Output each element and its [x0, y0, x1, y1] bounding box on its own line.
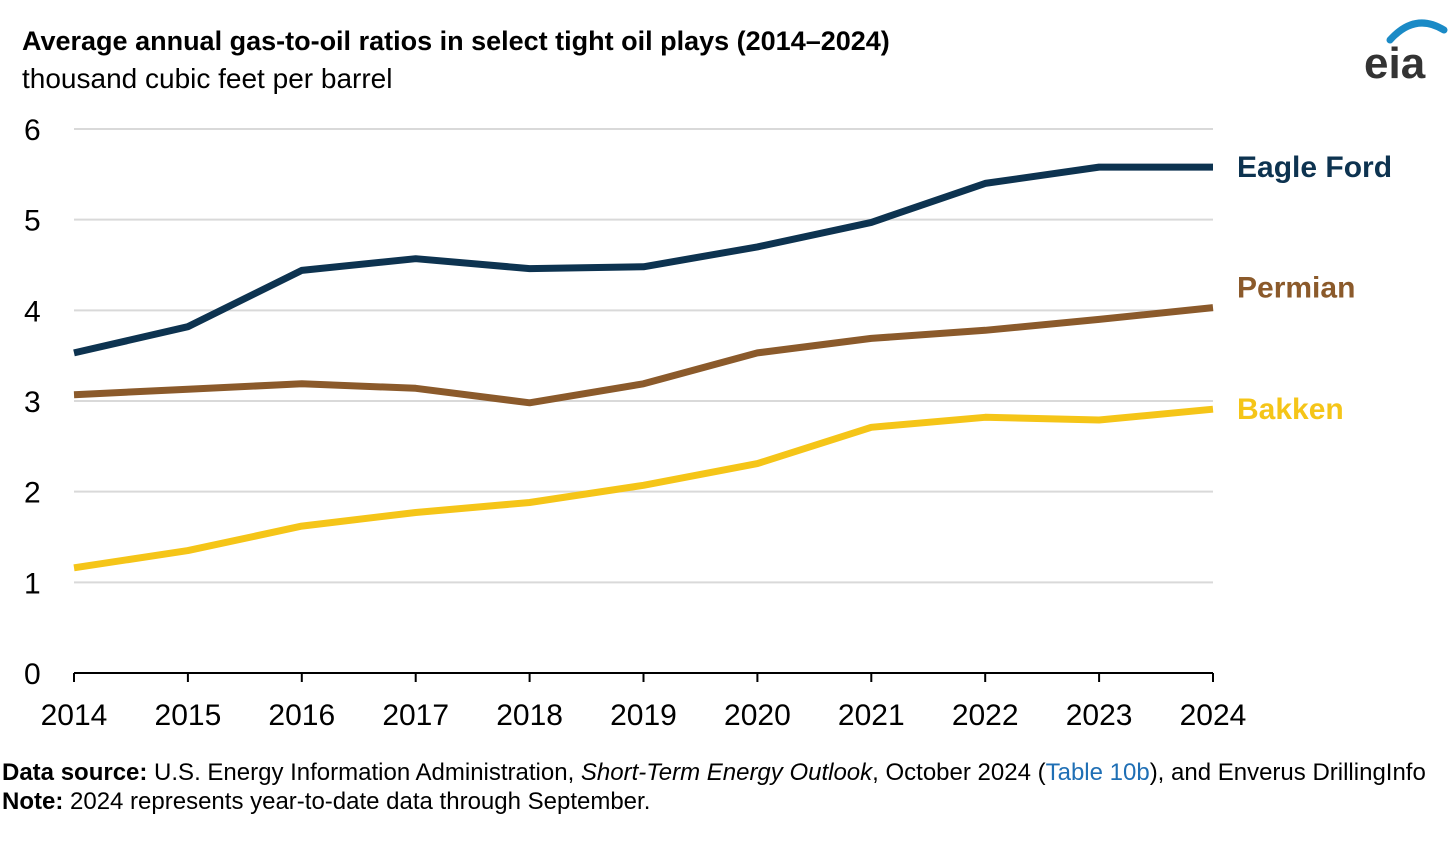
- series-label-permian: Permian: [1237, 272, 1355, 305]
- y-tick-label: 6: [24, 114, 41, 147]
- data-source-publication: Short-Term Energy Outlook: [580, 759, 873, 786]
- eia-logo-arc: [1386, 19, 1448, 44]
- x-tick-label: 2015: [155, 699, 222, 732]
- chart-footer: Data source: U.S. Energy Information Adm…: [2, 758, 1452, 816]
- data-source-text: U.S. Energy Information Administration,: [147, 759, 581, 786]
- y-tick-label: 5: [24, 205, 41, 238]
- series-line-permian: [73, 304, 1214, 407]
- x-tick-label: 2014: [41, 699, 108, 732]
- x-tick-label: 2023: [1066, 699, 1133, 732]
- line-chart: 0 1 2 3 4 5 6 2014 2015 2016 2017 2018 2019 2020 2021 2…: [24, 114, 1392, 732]
- series-line-bakken: [73, 405, 1214, 572]
- eia-logo: eia: [1364, 19, 1448, 85]
- x-tick-label: 2021: [838, 699, 905, 732]
- y-tick-label: 4: [24, 295, 41, 328]
- table-10b-link[interactable]: Table 10b: [1045, 759, 1150, 786]
- data-source-line: Data source: U.S. Energy Information Adm…: [2, 758, 1452, 787]
- note-text: 2024 represents year-to-date data throug…: [63, 788, 651, 815]
- y-tick-label: 2: [24, 477, 41, 510]
- x-tick-label: 2017: [382, 699, 449, 732]
- x-tick-label: 2024: [1180, 699, 1247, 732]
- y-tick-label: 0: [24, 658, 41, 691]
- chart-title: Average annual gas-to-oil ratios in sele…: [22, 26, 890, 56]
- x-tick-label: 2020: [724, 699, 791, 732]
- eia-logo-text: eia: [1364, 39, 1426, 85]
- chart-subtitle: thousand cubic feet per barrel: [22, 63, 393, 94]
- y-tick-label: 3: [24, 386, 41, 419]
- x-tick-label: 2016: [268, 699, 335, 732]
- data-source-tail: ), and Enverus DrillingInfo: [1149, 759, 1426, 786]
- series-label-eagle-ford: Eagle Ford: [1237, 151, 1392, 184]
- series-label-bakken: Bakken: [1237, 393, 1344, 426]
- data-source-date: , October 2024 (: [872, 759, 1046, 786]
- series-line-eagle-ford: [73, 163, 1213, 357]
- x-tick-label: 2022: [952, 699, 1019, 732]
- note-label: Note:: [2, 788, 64, 815]
- y-tick-label: 1: [24, 567, 41, 600]
- x-tick-label: 2019: [610, 699, 677, 732]
- x-tick-label: 2018: [496, 699, 563, 732]
- data-source-label: Data source:: [2, 759, 148, 786]
- note-line: Note: 2024 represents year-to-date data …: [2, 787, 1452, 816]
